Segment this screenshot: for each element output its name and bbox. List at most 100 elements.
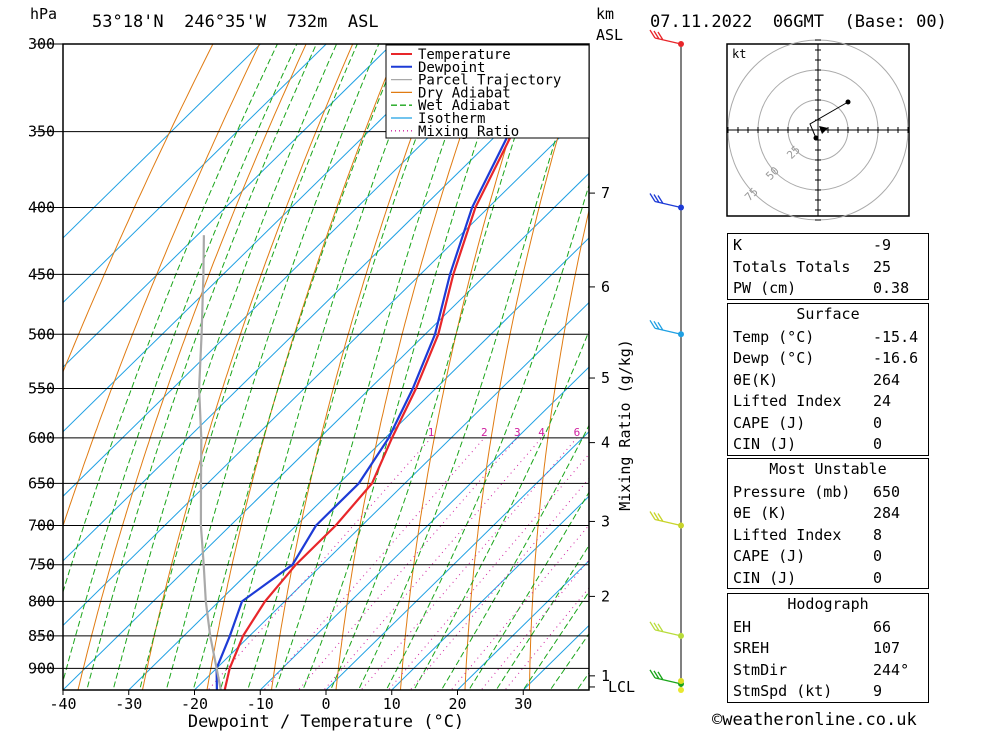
hodo-row: StmSpd (kt) 9 <box>728 680 928 702</box>
series-parcel-trajectory-line <box>197 235 222 690</box>
hodograph-panel: Hodograph EH 66 SREH 107 StmDir 244° StmSpd… <box>727 593 929 703</box>
unstable-row: CIN (J) 0 <box>728 567 928 589</box>
pw-row: PW (cm) 0.38 <box>728 277 928 299</box>
legend-entry-label: Temperature <box>418 47 511 63</box>
most-unstable-panel: Most Unstable Pressure (mb) 650 θE (K) 284… <box>727 458 929 589</box>
wet-adiabat-line <box>357 44 587 690</box>
surface-row-label: Temp (°C) <box>733 327 815 346</box>
pw-label: PW (cm) <box>733 279 797 297</box>
wet-adiabat-line <box>192 44 402 690</box>
wet-adiabat-line <box>86 44 317 690</box>
pressure-tick-label: 400 <box>28 198 55 216</box>
wind-barb <box>649 319 682 335</box>
wet-adiabat-line <box>165 44 380 690</box>
wet-adiabat-line <box>139 44 358 690</box>
hodo-row: StmDir 244° <box>728 659 928 681</box>
hodograph-point <box>845 99 851 105</box>
unstable-row-value: 0 <box>873 547 883 565</box>
wet-adiabat-line <box>63 44 298 683</box>
x-tick-label: -30 <box>115 695 142 713</box>
series-dewpoint-line <box>215 44 568 690</box>
legend-entry-label: Dry Adiabat <box>418 85 511 101</box>
pressure-tick-label: 650 <box>28 474 55 492</box>
wind-level-dot <box>678 678 684 684</box>
wet-adiabat-line <box>219 44 426 690</box>
x-tick-label: -10 <box>247 695 274 713</box>
mixing-ratio-label: 20 <box>684 426 697 439</box>
surface-row: θE(K) 264 <box>728 369 928 391</box>
isotherm-line <box>128 237 589 690</box>
isotherm-line <box>63 44 589 562</box>
surface-row: Lifted Index 24 <box>728 390 928 412</box>
wet-adiabat-line <box>274 44 480 690</box>
surface-row-value: 0 <box>873 435 883 453</box>
unstable-row: Pressure (mb) 650 <box>728 481 928 503</box>
hodo-row-value: 9 <box>873 682 883 700</box>
unstable-row-value: 8 <box>873 525 883 544</box>
mixing-ratio-line <box>263 437 485 690</box>
mixing-ratio-line <box>504 587 589 690</box>
isotherm-line <box>63 44 459 433</box>
unstable-row-label: CIN (J) <box>733 568 797 587</box>
mixing-ratio-label: 3 <box>514 426 521 439</box>
mixing-ratio-label: 1 <box>428 426 435 439</box>
wind-barb <box>649 621 682 637</box>
surface-row: Temp (°C) -15.4 <box>728 326 928 348</box>
mixing-ratio-line <box>409 477 589 690</box>
unstable-row-label: CAPE (J) <box>733 547 806 565</box>
km-tick-label: 6 <box>601 278 610 296</box>
surface-row-value: -15.4 <box>873 327 919 346</box>
mixing-ratio-label: 15 <box>656 426 669 439</box>
unstable-row-label: Lifted Index <box>733 525 842 544</box>
wind-barb <box>649 193 682 209</box>
mixing-ratio-line <box>480 559 589 690</box>
dry-adiabat-line <box>941 34 981 693</box>
legend-box <box>385 44 590 139</box>
hpa-unit-label: hPa <box>30 5 58 23</box>
x-tick-label: 30 <box>514 695 532 713</box>
wind-barb <box>649 669 682 685</box>
pressure-tick-label: 500 <box>28 325 55 343</box>
pressure-tick-label: 300 <box>28 35 55 53</box>
copyright-text: ©weatheronline.co.uk <box>712 710 917 730</box>
dry-adiabat-line <box>994 34 1000 693</box>
km-tick-label: 7 <box>601 184 610 202</box>
pw-value: 0.38 <box>873 279 910 297</box>
hodo-row-label: StmSpd (kt) <box>733 682 833 700</box>
asl-unit-label: ASL <box>596 26 624 44</box>
mixing-ratio-line <box>450 524 589 690</box>
unstable-row-label: θE (K) <box>733 504 788 522</box>
unstable-row: Lifted Index 8 <box>728 524 928 546</box>
surface-row-label: Dewp (°C) <box>733 349 815 367</box>
surface-row-label: Lifted Index <box>733 392 842 410</box>
storm-motion-marker <box>819 126 828 134</box>
wind-barb <box>649 511 682 527</box>
isotherm-line <box>259 366 589 690</box>
wet-adiabat-line <box>522 590 589 690</box>
dry-adiabat-line <box>656 34 728 693</box>
hodo-row: EH 66 <box>728 616 928 638</box>
legend-entry-label: Wet Adiabat <box>418 98 511 114</box>
mixing-ratio-label: 25 <box>707 426 720 439</box>
wind-level-dot <box>678 687 684 693</box>
isotherm-line <box>63 44 262 239</box>
totals-totals-row: Totals Totals 25 <box>728 256 928 278</box>
hodo-row-value: 244° <box>873 660 910 679</box>
surface-panel: Surface Temp (°C) -15.4 Dewp (°C) -16.6 θE… <box>727 303 929 456</box>
mixing-ratio-line <box>297 437 518 690</box>
x-tick-label: 20 <box>448 695 466 713</box>
dry-adiabat-line <box>141 44 354 690</box>
km-tick-label: 3 <box>601 512 610 530</box>
isotherm-line <box>63 44 327 304</box>
datetime-title: 07.11.2022 06GMT (Base: 00) <box>650 12 947 32</box>
x-tick-label: -20 <box>181 695 208 713</box>
pressure-tick-label: 850 <box>28 627 55 645</box>
x-axis-label: Dewpoint / Temperature (°C) <box>188 712 464 732</box>
unstable-row-value: 0 <box>873 568 883 587</box>
dry-adiabat-line <box>206 44 400 690</box>
wet-adiabat-line <box>468 491 589 690</box>
surface-row: CAPE (J) 0 <box>728 412 928 434</box>
mixing-ratio-axis-label: Mixing Ratio (g/kg) <box>616 339 634 511</box>
hodo-row: SREH 107 <box>728 637 928 659</box>
